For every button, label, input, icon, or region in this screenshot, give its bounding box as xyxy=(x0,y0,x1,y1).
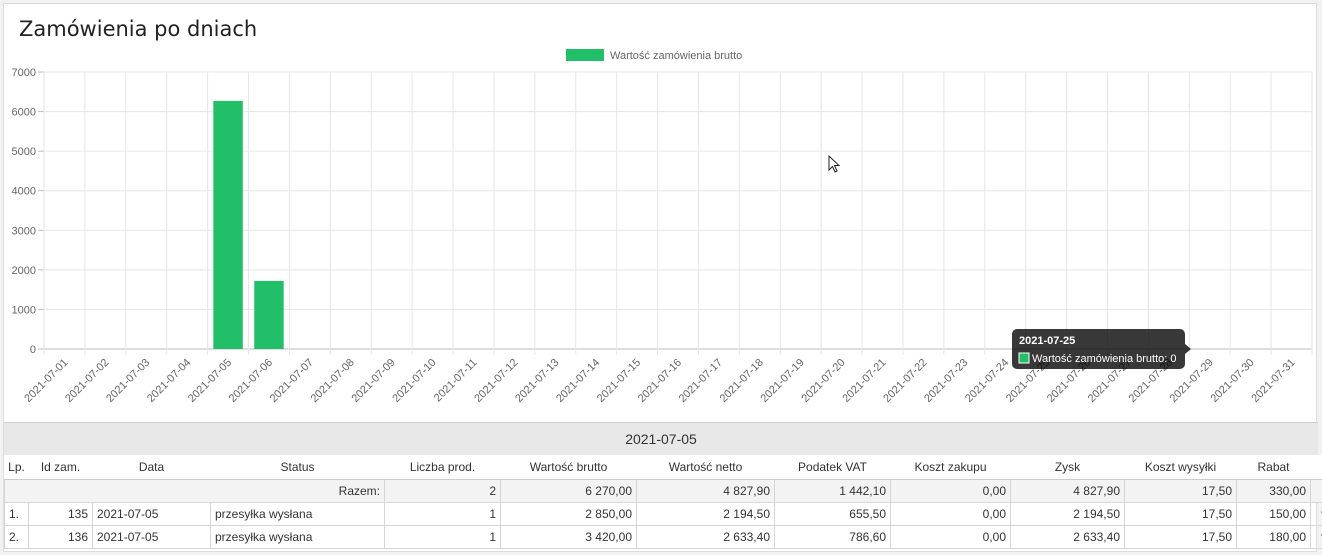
col-rabat[interactable]: Rabat xyxy=(1236,455,1311,480)
col-data[interactable]: Data xyxy=(92,455,211,480)
y-tick-label: 2000 xyxy=(12,265,36,277)
row-zysk: 2 633,40 xyxy=(1010,525,1125,549)
expand-row-button[interactable]: v xyxy=(1310,502,1322,526)
row-liczba: 1 xyxy=(384,525,501,549)
row-brutto: 3 420,00 xyxy=(500,525,637,549)
row-wysylka: 17,50 xyxy=(1124,525,1237,549)
summary-rabat: 330,00 xyxy=(1236,479,1311,503)
summary-label: Razem: xyxy=(4,479,385,503)
row-data: 2021-07-05 xyxy=(92,525,211,549)
summary-vat: 1 442,10 xyxy=(774,479,891,503)
col-liczba[interactable]: Liczba prod. xyxy=(384,455,501,480)
tooltip-swatch xyxy=(1018,352,1030,364)
x-tick-label: 2021-07-10 xyxy=(390,357,438,405)
table-date-header: 2021-07-05 xyxy=(4,422,1318,455)
y-tick-label: 4000 xyxy=(12,186,36,198)
row-wysylka: 17,50 xyxy=(1124,502,1237,526)
row-lp: 1. xyxy=(4,502,29,526)
summary-brutto: 6 270,00 xyxy=(500,479,637,503)
page-title: Zamówienia po dniach xyxy=(19,17,258,41)
y-tick-label: 0 xyxy=(30,344,36,356)
row-lp: 2. xyxy=(4,525,29,549)
table-row[interactable]: 2. 136 2021-07-05 przesyłka wysłana 1 3 … xyxy=(4,525,1322,549)
row-netto: 2 633,40 xyxy=(636,525,775,549)
orders-table: Lp. Id zam. Data Status Liczba prod. War… xyxy=(4,455,1322,549)
y-tick-label: 7000 xyxy=(12,67,36,79)
row-data: 2021-07-05 xyxy=(92,502,211,526)
orders-table-section: 2021-07-05 Lp. Id zam. Data Status Liczb… xyxy=(4,422,1322,549)
y-tick-label: 3000 xyxy=(12,225,36,237)
col-zakup[interactable]: Koszt zakupu xyxy=(890,455,1011,480)
row-rabat: 150,00 xyxy=(1236,502,1311,526)
y-tick-label: 1000 xyxy=(12,304,36,316)
summary-zysk: 4 827,90 xyxy=(1010,479,1125,503)
summary-row: Razem: 2 6 270,00 4 827,90 1 442,10 0,00… xyxy=(4,479,1322,503)
orders-bar-chart: Wartość zamówienia brutto 0 1000 2000 3000 40… xyxy=(12,49,1313,405)
row-status: przesyłka wysłana xyxy=(210,525,385,549)
col-netto[interactable]: Wartość netto xyxy=(636,455,775,480)
bar-2021-07-05 xyxy=(213,100,243,349)
y-tick-label: 5000 xyxy=(12,146,36,158)
row-zysk: 2 194,50 xyxy=(1010,502,1125,526)
table-header-row: Lp. Id zam. Data Status Liczba prod. War… xyxy=(4,455,1322,480)
row-netto: 2 194,50 xyxy=(636,502,775,526)
col-brutto[interactable]: Wartość brutto xyxy=(500,455,637,480)
col-vat[interactable]: Podatek VAT xyxy=(774,455,891,480)
row-brutto: 2 850,00 xyxy=(500,502,637,526)
col-status[interactable]: Status xyxy=(210,455,385,480)
expand-row-button[interactable]: v xyxy=(1310,525,1322,549)
col-id[interactable]: Id zam. xyxy=(28,455,93,480)
row-status: przesyłka wysłana xyxy=(210,502,385,526)
col-lp[interactable]: Lp. xyxy=(4,455,29,480)
row-zakup: 0,00 xyxy=(890,525,1011,549)
table-row[interactable]: 1. 135 2021-07-05 przesyłka wysłana 1 2 … xyxy=(4,502,1322,526)
row-vat: 655,50 xyxy=(774,502,891,526)
summary-netto: 4 827,90 xyxy=(636,479,775,503)
tooltip-caret xyxy=(1185,344,1191,354)
row-vat: 786,60 xyxy=(774,525,891,549)
row-id: 135 xyxy=(28,502,93,526)
tooltip-box xyxy=(1012,329,1185,369)
col-zysk[interactable]: Zysk xyxy=(1010,455,1125,480)
row-liczba: 1 xyxy=(384,502,501,526)
y-tick-label: 6000 xyxy=(12,107,36,119)
legend-swatch xyxy=(566,49,604,61)
summary-liczba: 2 xyxy=(384,479,501,503)
tooltip-body: Wartość zamówienia brutto: 0 xyxy=(1032,353,1176,365)
mouse-cursor-icon xyxy=(828,155,841,173)
col-wysylka[interactable]: Koszt wysyłki xyxy=(1124,455,1237,480)
summary-zakup: 0,00 xyxy=(890,479,1011,503)
col-action xyxy=(1310,455,1322,480)
summary-empty xyxy=(1310,479,1322,503)
x-tick-label: 2021-07-31 xyxy=(1249,357,1297,405)
bar-2021-07-06 xyxy=(254,280,284,349)
row-rabat: 180,00 xyxy=(1236,525,1311,549)
row-zakup: 0,00 xyxy=(890,502,1011,526)
summary-wysylka: 17,50 xyxy=(1124,479,1237,503)
legend-label: Wartość zamówienia brutto xyxy=(610,50,742,62)
tooltip-title: 2021-07-25 xyxy=(1019,335,1075,347)
row-id: 136 xyxy=(28,525,93,549)
orders-panel: Zamówienia po dniach Wartość zamówienia … xyxy=(3,3,1322,552)
